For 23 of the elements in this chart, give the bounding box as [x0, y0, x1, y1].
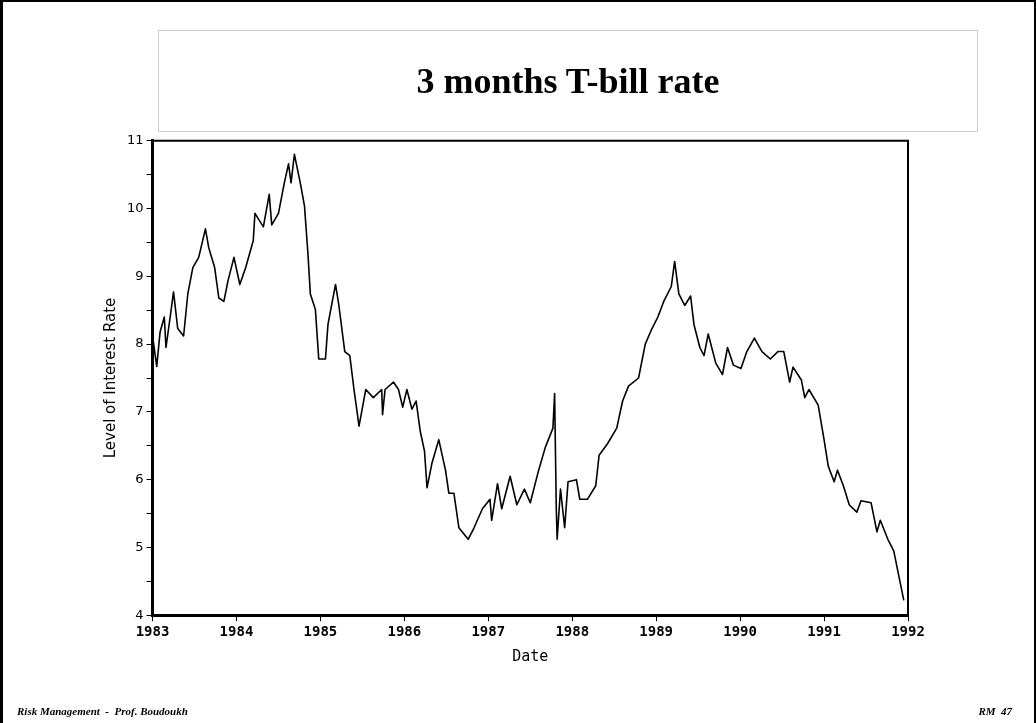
y-axis-title: Level of Interest Rate — [100, 297, 119, 459]
x-tick-label: 1988 — [555, 623, 590, 640]
x-tick-label: 1987 — [471, 623, 506, 640]
y-tick-label: 6 — [135, 471, 144, 487]
chart-title: 3 months T-bill rate — [416, 60, 720, 102]
x-tick-label: 1990 — [723, 623, 757, 640]
x-tick-label: 1983 — [135, 623, 170, 640]
y-tick-label: 10 — [127, 199, 144, 215]
x-tick-label: 1984 — [219, 623, 254, 640]
y-tick-label: 7 — [135, 403, 144, 419]
x-tick-label: 1986 — [387, 623, 422, 640]
y-tick-label: 4 — [135, 606, 144, 622]
x-tick-label: 1991 — [807, 623, 841, 640]
text: RM 47 — [978, 705, 1012, 717]
x-tick-label: 1992 — [891, 623, 925, 640]
y-tick-label: 8 — [135, 335, 144, 351]
x-axis-title: Date — [512, 646, 549, 665]
x-tick-label: 1985 — [303, 623, 338, 640]
y-tick-label: 5 — [135, 538, 144, 554]
text: Risk Management - Prof. Boudoukh — [17, 705, 188, 717]
y-tick-label: 9 — [135, 267, 144, 283]
y-tick-label: 11 — [127, 132, 144, 148]
x-tick-label: 1989 — [639, 623, 674, 640]
